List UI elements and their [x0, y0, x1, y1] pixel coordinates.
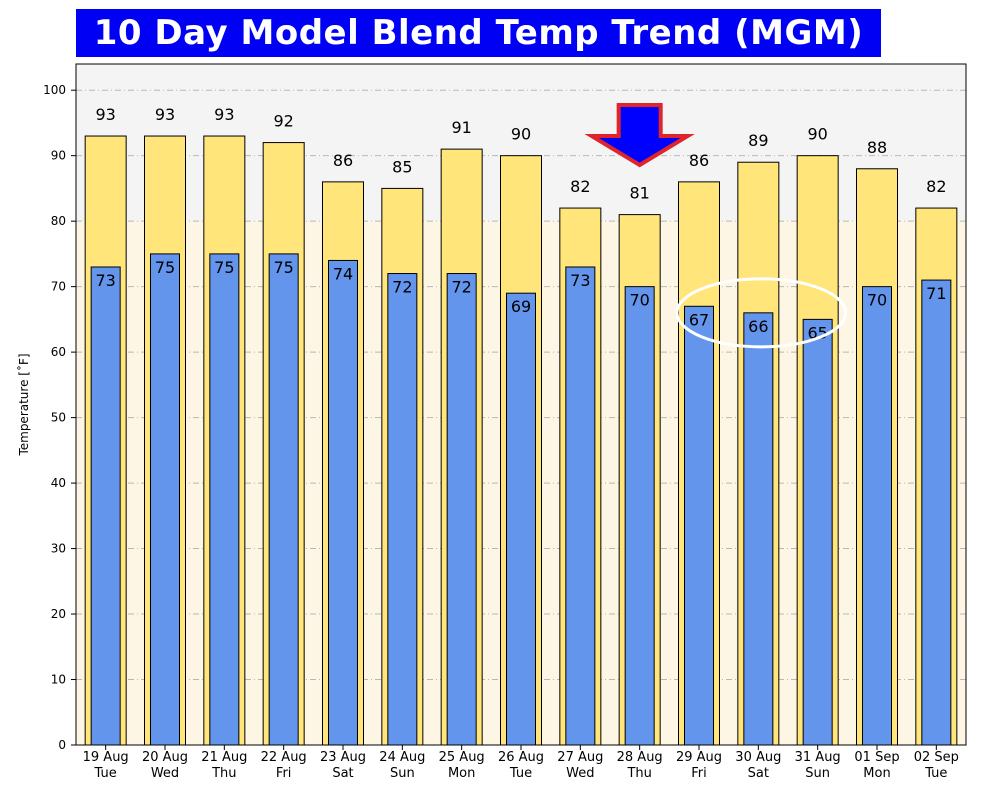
y-tick-label: 40	[51, 476, 66, 490]
x-tick-label: 21 Aug	[201, 750, 247, 765]
low-value-label: 66	[748, 317, 768, 336]
x-weekday-label: Mon	[863, 766, 890, 781]
low-temp-bar	[921, 279, 952, 746]
low-value-label: 70	[867, 291, 887, 310]
low-value-label: 73	[570, 271, 590, 290]
high-value-label: 81	[629, 184, 649, 203]
x-tick-label: 01 Sep	[854, 750, 899, 765]
high-value-label: 89	[748, 131, 768, 150]
high-value-label: 82	[926, 177, 946, 196]
x-weekday-label: Mon	[448, 766, 475, 781]
down-arrow-icon	[584, 103, 695, 168]
high-value-label: 85	[392, 157, 412, 176]
x-weekday-label: Sat	[332, 766, 353, 781]
low-value-label: 72	[392, 278, 412, 297]
x-weekday-label: Tue	[509, 766, 532, 781]
y-tick-label: 100	[43, 83, 66, 97]
x-weekday-label: Wed	[566, 766, 594, 781]
x-weekday-label: Sat	[748, 766, 769, 781]
x-weekday-label: Wed	[151, 766, 179, 781]
low-temp-bar	[565, 266, 596, 746]
x-tick-label: 29 Aug	[676, 750, 722, 765]
value-labels: 93 73 93 75 93 75 92 75 86 74 85 72 91 72 90 69 82 73 81 70…	[95, 105, 946, 342]
high-value-label: 90	[807, 125, 827, 144]
low-temp-bar	[743, 312, 774, 746]
y-tick-label: 90	[51, 149, 66, 163]
y-tick-label: 0	[58, 738, 66, 752]
x-tick-label: 27 Aug	[557, 750, 603, 765]
x-weekday-label: Thu	[626, 766, 651, 781]
low-value-label: 74	[333, 264, 353, 283]
low-temp-bar	[624, 286, 655, 746]
high-value-label: 86	[689, 151, 709, 170]
low-value-label: 71	[926, 284, 946, 303]
low-temp-bar	[802, 318, 833, 746]
low-temp-bar	[90, 266, 121, 746]
low-temp-bar	[862, 286, 892, 746]
x-tick-label: 02 Sep	[914, 750, 959, 765]
x-weekday-label: Tue	[924, 766, 947, 781]
low-value-label: 73	[95, 271, 115, 290]
high-value-label: 93	[155, 105, 175, 124]
y-tick-label: 70	[51, 280, 66, 294]
high-value-label: 93	[214, 105, 234, 124]
high-value-label: 88	[867, 138, 887, 157]
y-tick-label: 30	[51, 542, 66, 556]
low-temp-bar	[506, 292, 536, 746]
low-temp-bar	[268, 253, 299, 746]
y-tick-label: 10	[51, 673, 66, 687]
x-weekday-label: Thu	[211, 766, 236, 781]
y-tick-label: 80	[51, 214, 66, 228]
annotations	[584, 103, 848, 349]
y-tick-label: 50	[51, 411, 66, 425]
high-value-label: 91	[451, 118, 471, 137]
x-tick-label: 30 Aug	[735, 750, 781, 765]
low-temp-bar	[150, 253, 180, 746]
x-tick-label: 24 Aug	[379, 750, 425, 765]
low-temp-bar	[684, 305, 714, 746]
high-value-label: 93	[95, 105, 115, 124]
x-tick-label: 20 Aug	[142, 750, 188, 765]
low-value-label: 72	[451, 278, 471, 297]
low-temp-bar	[209, 253, 240, 746]
low-value-label: 67	[689, 310, 709, 329]
bars	[84, 135, 958, 746]
low-temp-bar	[387, 273, 418, 746]
high-value-label: 90	[511, 125, 531, 144]
x-weekday-label: Fri	[691, 766, 707, 781]
x-tick-label: 31 Aug	[795, 750, 841, 765]
chart-title: 10 Day Model Blend Temp Trend (MGM)	[76, 9, 881, 57]
low-temp-bar	[328, 259, 358, 746]
x-weekday-label: Tue	[94, 766, 117, 781]
x-tick-label: 26 Aug	[498, 750, 544, 765]
low-value-label: 69	[511, 297, 531, 316]
x-weekday-label: Fri	[276, 766, 292, 781]
x-tick-label: 28 Aug	[617, 750, 663, 765]
x-tick-label: 22 Aug	[261, 750, 307, 765]
highlight-ellipse	[675, 277, 848, 349]
y-tick-label: 20	[51, 607, 66, 621]
high-value-label: 86	[333, 151, 353, 170]
x-weekday-label: Sun	[390, 766, 415, 781]
low-value-label: 75	[214, 258, 234, 277]
high-value-label: 82	[570, 177, 590, 196]
x-weekday-label: Sun	[805, 766, 830, 781]
low-value-label: 75	[155, 258, 175, 277]
low-temp-bar	[446, 273, 477, 746]
x-tick-label: 23 Aug	[320, 750, 366, 765]
y-axis-title: Temperature [˚F]	[16, 353, 31, 456]
high-value-label: 92	[273, 112, 293, 131]
x-tick-label: 25 Aug	[439, 750, 485, 765]
y-tick-label: 60	[51, 345, 66, 359]
low-value-label: 75	[273, 258, 293, 277]
x-tick-label: 19 Aug	[83, 750, 129, 765]
low-value-label: 70	[629, 291, 649, 310]
